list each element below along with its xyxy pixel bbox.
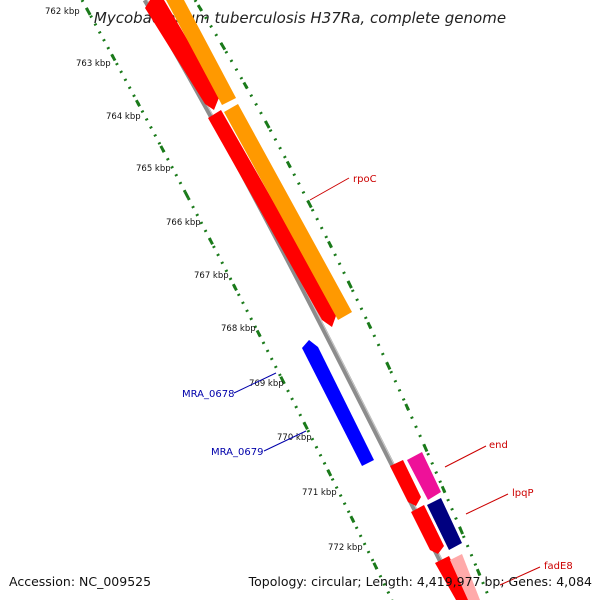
leader-rpoc (309, 177, 350, 201)
gene-arrow-mra0678 (302, 340, 374, 466)
gene-label-mra0679: MRA_0679 (211, 447, 263, 458)
gene-label-fade8: fadE8 (544, 561, 573, 572)
tick-label-771: 771 kbp (302, 488, 337, 498)
gene-arrow-end (390, 460, 421, 506)
tick-label-767: 767 kbp (194, 271, 229, 281)
tick-label-764: 764 kbp (106, 112, 141, 122)
gene-label-lpqp: lpqP (512, 488, 534, 499)
gene-arrow-salmon (450, 554, 480, 600)
gene-label-mra0678: MRA_0678 (182, 389, 234, 400)
leader-end (444, 445, 487, 468)
map-title: Mycobacterium tuberculosis H37Ra, comple… (94, 9, 506, 27)
gene-arrow-orange-1 (166, 0, 236, 105)
inner-tick-dashes (80, 0, 394, 600)
tick-label-763: 763 kbp (76, 59, 111, 69)
gene-arrow-red-2 (208, 110, 337, 327)
tick-label-765: 765 kbp (136, 164, 171, 174)
tick-label-762: 762 kbp (45, 7, 80, 17)
tick-label-770: 770 kbp (277, 433, 312, 443)
gene-arrow-fade8 (435, 556, 470, 600)
gene-label-end: end (489, 440, 508, 451)
gene-label-rpoc: rpoC (353, 174, 377, 185)
leader-mra0679 (263, 430, 307, 452)
leader-mra0678 (233, 372, 277, 394)
topology-text: Topology: circular; Length: 4,419,977 bp… (248, 574, 592, 589)
tick-label-772: 772 kbp (328, 543, 363, 553)
leader-fade8 (499, 566, 541, 586)
gene-arrow-red-1 (145, 0, 220, 110)
tick-label-768: 768 kbp (221, 324, 256, 334)
tick-label-769: 769 kbp (249, 379, 284, 389)
outer-tick-dots (193, 0, 492, 600)
tick-label-766: 766 kbp (166, 218, 201, 228)
inner-tick-dots (80, 0, 394, 600)
gene-arrow-navy (427, 498, 462, 550)
leader-lpqp (465, 493, 509, 515)
gene-arrow-pink (407, 452, 441, 500)
gene-arrow-orange-2 (224, 104, 352, 320)
genome-backbone (142, 0, 463, 600)
gene-arrow-lpqp (411, 505, 444, 554)
accession-text: Accession: NC_009525 (9, 574, 151, 589)
